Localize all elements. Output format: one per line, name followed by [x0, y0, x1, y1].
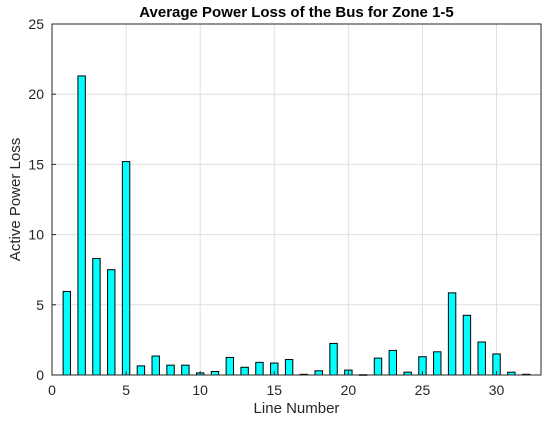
- bar-line-18: [314, 370, 323, 376]
- bar-line-3: [92, 257, 101, 376]
- x-tick-label: 20: [341, 382, 357, 398]
- bar-line-6: [136, 365, 146, 376]
- x-tick-label: 5: [122, 382, 130, 398]
- bar-line-13: [240, 366, 249, 376]
- y-tick-label: 25: [28, 16, 44, 32]
- bar-line-1: [62, 290, 72, 376]
- bar-line-2: [77, 75, 86, 376]
- x-tick-label: 10: [192, 382, 208, 398]
- bar-line-28: [462, 314, 472, 376]
- bar-line-12: [225, 356, 235, 376]
- chart-title: Average Power Loss of the Bus for Zone 1…: [139, 4, 454, 21]
- bar-line-11: [210, 370, 220, 376]
- bar-line-26: [433, 351, 442, 376]
- x-tick-label: 30: [489, 382, 505, 398]
- plot-frame: [51, 23, 542, 376]
- y-tick-label: 5: [36, 297, 44, 313]
- bar-line-4: [107, 269, 116, 376]
- y-tick-label: 20: [28, 86, 44, 102]
- x-tick-label: 25: [415, 382, 431, 398]
- y-tick-label: 15: [28, 156, 44, 172]
- y-tick-label: 0: [36, 367, 44, 383]
- bar-line-9: [181, 364, 190, 376]
- y-axis-label: Active Power Loss: [7, 138, 24, 261]
- bar-line-23: [388, 349, 398, 376]
- bar-line-16: [284, 359, 294, 376]
- x-tick-label: 0: [48, 382, 56, 398]
- bar-line-27: [447, 292, 457, 376]
- x-tick-label: 15: [266, 382, 282, 398]
- bar-line-19: [329, 342, 338, 376]
- bars: [62, 75, 531, 376]
- bar-line-14: [255, 361, 264, 376]
- bar-line-29: [477, 341, 486, 376]
- bar-line-5: [121, 161, 131, 376]
- grid: [52, 24, 541, 375]
- y-tick-label: 10: [28, 227, 44, 243]
- bar-line-7: [151, 355, 160, 376]
- bar-line-8: [166, 364, 175, 376]
- bar-line-22: [373, 357, 383, 376]
- x-axis-label: Line Number: [254, 400, 340, 417]
- ticks: 0 5 10 15 20 25 30 0 5 10 15 20 25: [28, 16, 504, 398]
